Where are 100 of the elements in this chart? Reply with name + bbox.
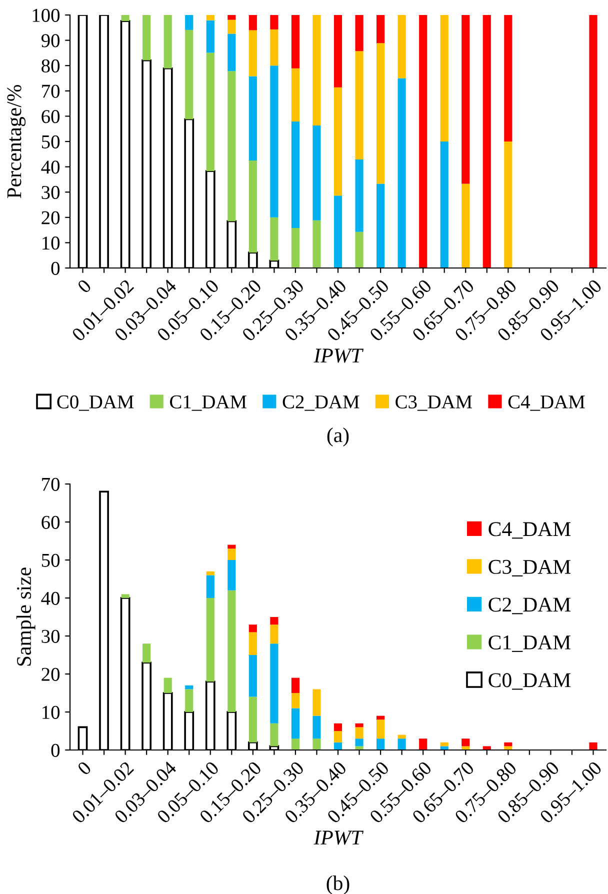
bar <box>185 689 194 712</box>
bar <box>334 742 342 750</box>
bar <box>398 738 406 750</box>
bar <box>419 15 428 268</box>
bar <box>270 217 278 261</box>
bar <box>270 723 278 746</box>
bar <box>228 548 236 560</box>
bar <box>355 51 364 160</box>
bar <box>355 746 364 750</box>
bar <box>355 727 364 739</box>
legend-label: C1_DAM <box>488 635 571 652</box>
bar <box>164 15 172 68</box>
bar <box>504 142 512 268</box>
bar <box>312 716 321 739</box>
bar <box>228 590 236 712</box>
bar <box>228 544 236 549</box>
bar <box>291 708 300 739</box>
legend-label: C4_DAM <box>508 395 585 411</box>
legend-label: C1_DAM <box>170 395 246 411</box>
bar <box>121 594 130 598</box>
bar <box>248 624 257 632</box>
bar <box>334 87 342 196</box>
bar <box>589 15 598 268</box>
bar <box>462 184 470 268</box>
bar <box>291 693 300 708</box>
legend-label: C0_DAM <box>488 673 571 690</box>
bar <box>462 738 470 746</box>
bar <box>440 746 448 750</box>
text: (a) <box>327 428 349 446</box>
bar <box>312 220 321 268</box>
bar <box>440 742 448 746</box>
bar <box>270 624 278 644</box>
legend-label: C4_DAM <box>488 522 571 539</box>
y-axis-title: Sample size <box>16 568 36 666</box>
bar <box>228 20 236 34</box>
bar <box>270 29 278 66</box>
bar <box>228 71 236 222</box>
bar <box>248 632 257 655</box>
x-axis-title: IPWT <box>314 348 364 363</box>
y-tick-label: 40 <box>41 592 60 605</box>
bar <box>206 598 214 682</box>
bar <box>355 738 364 746</box>
legend-label: C2_DAM <box>282 395 360 411</box>
bar <box>376 716 385 720</box>
bar <box>291 678 300 693</box>
y-tick-label: 50 <box>42 554 60 567</box>
y-tick-label: 10 <box>42 706 60 719</box>
bar <box>291 122 300 228</box>
bar <box>206 15 214 20</box>
bar <box>440 142 448 268</box>
bar <box>142 15 151 60</box>
y-tick-label: 80 <box>42 59 60 73</box>
y-axis-title: Percentage/% <box>7 84 26 198</box>
y-tick-label: 30 <box>42 186 60 200</box>
bar <box>206 575 214 598</box>
bar <box>376 184 385 268</box>
bar <box>206 20 214 53</box>
bar <box>206 571 214 576</box>
bar <box>228 15 236 20</box>
bar <box>504 746 512 750</box>
bar <box>206 52 214 172</box>
bar <box>312 15 321 126</box>
bar <box>248 655 257 697</box>
bar <box>270 66 278 218</box>
bar <box>504 15 512 142</box>
y-tick-label: 70 <box>42 84 60 98</box>
bar <box>312 126 321 220</box>
bar <box>334 723 342 731</box>
bar <box>482 746 491 750</box>
bar <box>228 34 236 72</box>
y-tick-label: 50 <box>42 135 60 148</box>
y-tick-label: 70 <box>42 478 60 491</box>
bar <box>185 15 194 30</box>
bar <box>376 43 385 184</box>
y-tick-label: 20 <box>42 211 60 224</box>
bar <box>312 738 321 750</box>
bar <box>142 644 151 663</box>
bar <box>376 720 385 739</box>
bar <box>185 30 194 120</box>
y-tick-label: 40 <box>41 160 60 174</box>
y-tick-label: 100 <box>32 8 60 22</box>
y-tick-label: 60 <box>42 516 60 529</box>
bar <box>482 15 491 268</box>
legend-label: C0_DAM <box>57 395 134 411</box>
bar <box>355 15 364 52</box>
bar <box>398 78 406 268</box>
bar <box>121 15 130 22</box>
bar <box>291 15 300 68</box>
bar <box>185 685 194 690</box>
bar <box>589 742 598 750</box>
y-tick-label: 60 <box>42 110 60 124</box>
bar <box>248 30 257 76</box>
bar <box>355 723 364 728</box>
bar <box>419 738 428 750</box>
bar <box>334 731 342 742</box>
bar <box>248 15 257 30</box>
legend-label: C2_DAM <box>488 598 571 614</box>
bar <box>355 159 364 232</box>
bar <box>291 228 300 268</box>
bar <box>248 160 257 253</box>
